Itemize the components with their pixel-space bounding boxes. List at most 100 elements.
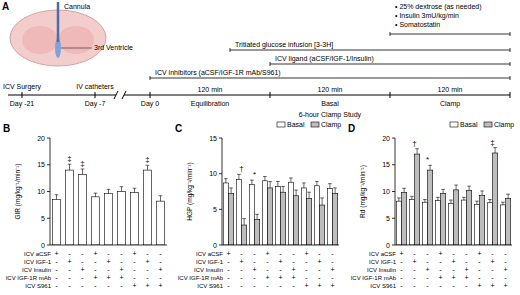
bar xyxy=(409,200,414,245)
panel-bar: DRd (mg/kg⁻¹/min⁻¹)05101520†*‡BasalClamp… xyxy=(348,121,514,289)
condition-mark: - xyxy=(465,258,468,265)
condition-mark: - xyxy=(133,258,136,265)
bar xyxy=(396,201,401,245)
bar xyxy=(487,203,492,245)
condition-label: ICV aCSF xyxy=(369,251,396,257)
bar xyxy=(130,193,138,245)
condition-mark: - xyxy=(400,258,403,265)
bar xyxy=(500,205,505,245)
bar xyxy=(255,219,260,245)
error-bar xyxy=(454,185,458,190)
tick-label: 10 xyxy=(209,170,217,177)
legend-label: Clamp xyxy=(494,121,514,129)
condition-label: ICV S961 xyxy=(197,283,223,289)
marks xyxy=(396,148,510,245)
x-axis xyxy=(50,245,167,246)
condition-mark: + xyxy=(490,282,494,289)
label: Day -21 xyxy=(10,100,35,108)
condition-mark: - xyxy=(107,282,110,289)
condition-mark: + xyxy=(464,266,468,273)
condition-mark: + xyxy=(265,250,269,257)
condition-mark: - xyxy=(413,282,416,289)
label: • Somatostatin xyxy=(395,21,440,28)
legend-swatch xyxy=(450,122,458,127)
label: ICV ligand (aCSF/IGF-1/Insulin) xyxy=(275,55,374,63)
condition-mark: - xyxy=(452,266,455,273)
annotation: † xyxy=(412,139,416,148)
bracket-end xyxy=(150,76,151,80)
bracket-end xyxy=(510,62,511,66)
label: Equilibration xyxy=(191,100,230,108)
condition-mark: + xyxy=(132,282,136,289)
error-bar xyxy=(506,194,510,198)
bracket-end xyxy=(230,48,231,52)
condition-mark: - xyxy=(279,282,282,289)
panel-bar: BGIR (mg/kg⁻¹/min⁻¹)05101520‡‡‡ICV aCSF+… xyxy=(3,123,167,289)
tick xyxy=(270,92,271,98)
annotation: † xyxy=(239,164,243,173)
condition-mark: + xyxy=(291,266,295,273)
annotation: * xyxy=(426,155,429,164)
error-bar xyxy=(423,200,427,203)
condition-label: ICV IGF-1 xyxy=(369,259,397,265)
tick-label: 0 xyxy=(386,242,390,249)
bracket-end xyxy=(270,62,271,66)
bar xyxy=(236,179,241,245)
annotation: ‡ xyxy=(67,154,71,163)
bar xyxy=(461,200,466,245)
condition-mark: - xyxy=(439,258,442,265)
tick xyxy=(392,164,395,165)
condition-mark: - xyxy=(94,282,97,289)
bar xyxy=(314,186,319,245)
bracket-end xyxy=(510,76,511,80)
condition-mark: - xyxy=(426,258,429,265)
bracket xyxy=(230,50,510,51)
condition-mark: - xyxy=(55,258,58,265)
condition-mark: - xyxy=(439,282,442,289)
bracket-end xyxy=(390,32,391,36)
bar xyxy=(65,170,73,245)
tick xyxy=(219,245,222,246)
condition-mark: - xyxy=(133,274,136,281)
error-bar xyxy=(402,188,406,192)
condition-mark: + xyxy=(119,274,123,281)
label: 120 min xyxy=(438,86,463,93)
bar xyxy=(402,193,407,245)
label: ICV Surgery xyxy=(3,83,42,91)
label: Tritiated glucose infusion [3-3H] xyxy=(235,41,333,49)
condition-mark: - xyxy=(491,266,494,273)
condition-mark: - xyxy=(120,282,123,289)
bar xyxy=(327,189,332,245)
condition-mark: - xyxy=(452,250,455,257)
bracket-end xyxy=(510,48,511,52)
condition-mark: + xyxy=(412,258,416,265)
panel-a: ACannula3rd Ventricle• 25% dextrose (as … xyxy=(2,1,510,119)
label: Basal xyxy=(321,100,339,107)
condition-mark: - xyxy=(81,274,84,281)
condition-mark: + xyxy=(132,250,136,257)
condition-label: ICV Insulin xyxy=(367,267,396,273)
error-bar xyxy=(159,196,163,201)
error-bar xyxy=(428,165,432,170)
condition-mark: + xyxy=(80,266,84,273)
bar xyxy=(441,194,446,245)
condition-mark: - xyxy=(94,266,97,273)
axis-title: Rd (mg/kg⁻¹/min⁻¹) xyxy=(359,165,367,218)
condition-mark: + xyxy=(438,250,442,257)
tick xyxy=(47,138,50,139)
condition-mark: + xyxy=(93,250,97,257)
error-bar xyxy=(333,188,337,194)
condition-mark: + xyxy=(226,250,230,257)
bar xyxy=(104,194,112,245)
error-bar xyxy=(307,192,311,198)
condition-label: ICV IGF-1R mAb xyxy=(6,275,52,281)
tick xyxy=(47,164,50,165)
bar xyxy=(52,200,60,245)
break xyxy=(114,91,118,99)
bar xyxy=(143,170,151,245)
condition-mark: + xyxy=(119,266,123,273)
condition-mark: - xyxy=(240,250,243,257)
bar xyxy=(156,201,164,245)
error-bar xyxy=(55,195,59,200)
tick-label: 20 xyxy=(37,135,45,142)
